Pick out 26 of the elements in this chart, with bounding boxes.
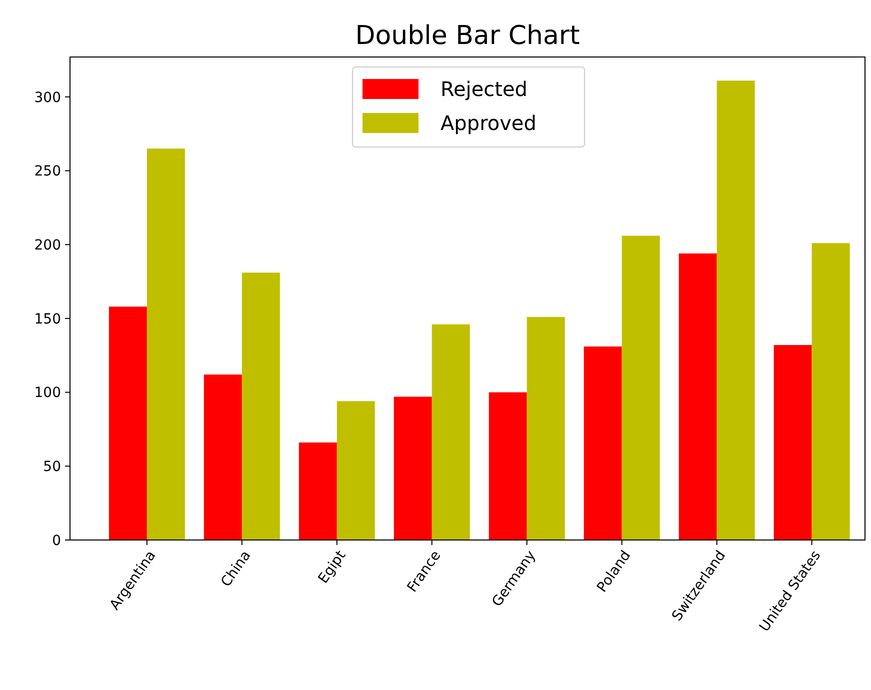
bar: [242, 272, 280, 540]
y-tick-label: 250: [34, 164, 61, 180]
bar: [716, 80, 755, 540]
bar: [678, 253, 717, 540]
bar: [488, 392, 527, 540]
bar: [108, 306, 147, 540]
bar: [204, 374, 242, 540]
y-tick-label: 300: [34, 90, 61, 106]
bar: [298, 442, 337, 540]
bar: [584, 346, 622, 540]
bar: [622, 236, 660, 540]
bar: [336, 401, 375, 540]
y-tick-label: 100: [34, 385, 61, 402]
legend-label: Approved: [440, 111, 536, 135]
y-tick-label: 200: [34, 237, 61, 254]
bar: [432, 324, 470, 540]
bar: [394, 396, 432, 540]
chart-title: Double Bar Chart: [355, 21, 580, 51]
bar: [526, 316, 565, 540]
y-tick-label: 0: [52, 532, 61, 549]
legend-label: Rejected: [440, 77, 528, 101]
bar: [812, 243, 850, 540]
y-tick-label: 50: [43, 459, 61, 476]
bar: [774, 345, 812, 540]
bar: [146, 148, 185, 540]
y-tick-label: 150: [34, 311, 61, 328]
